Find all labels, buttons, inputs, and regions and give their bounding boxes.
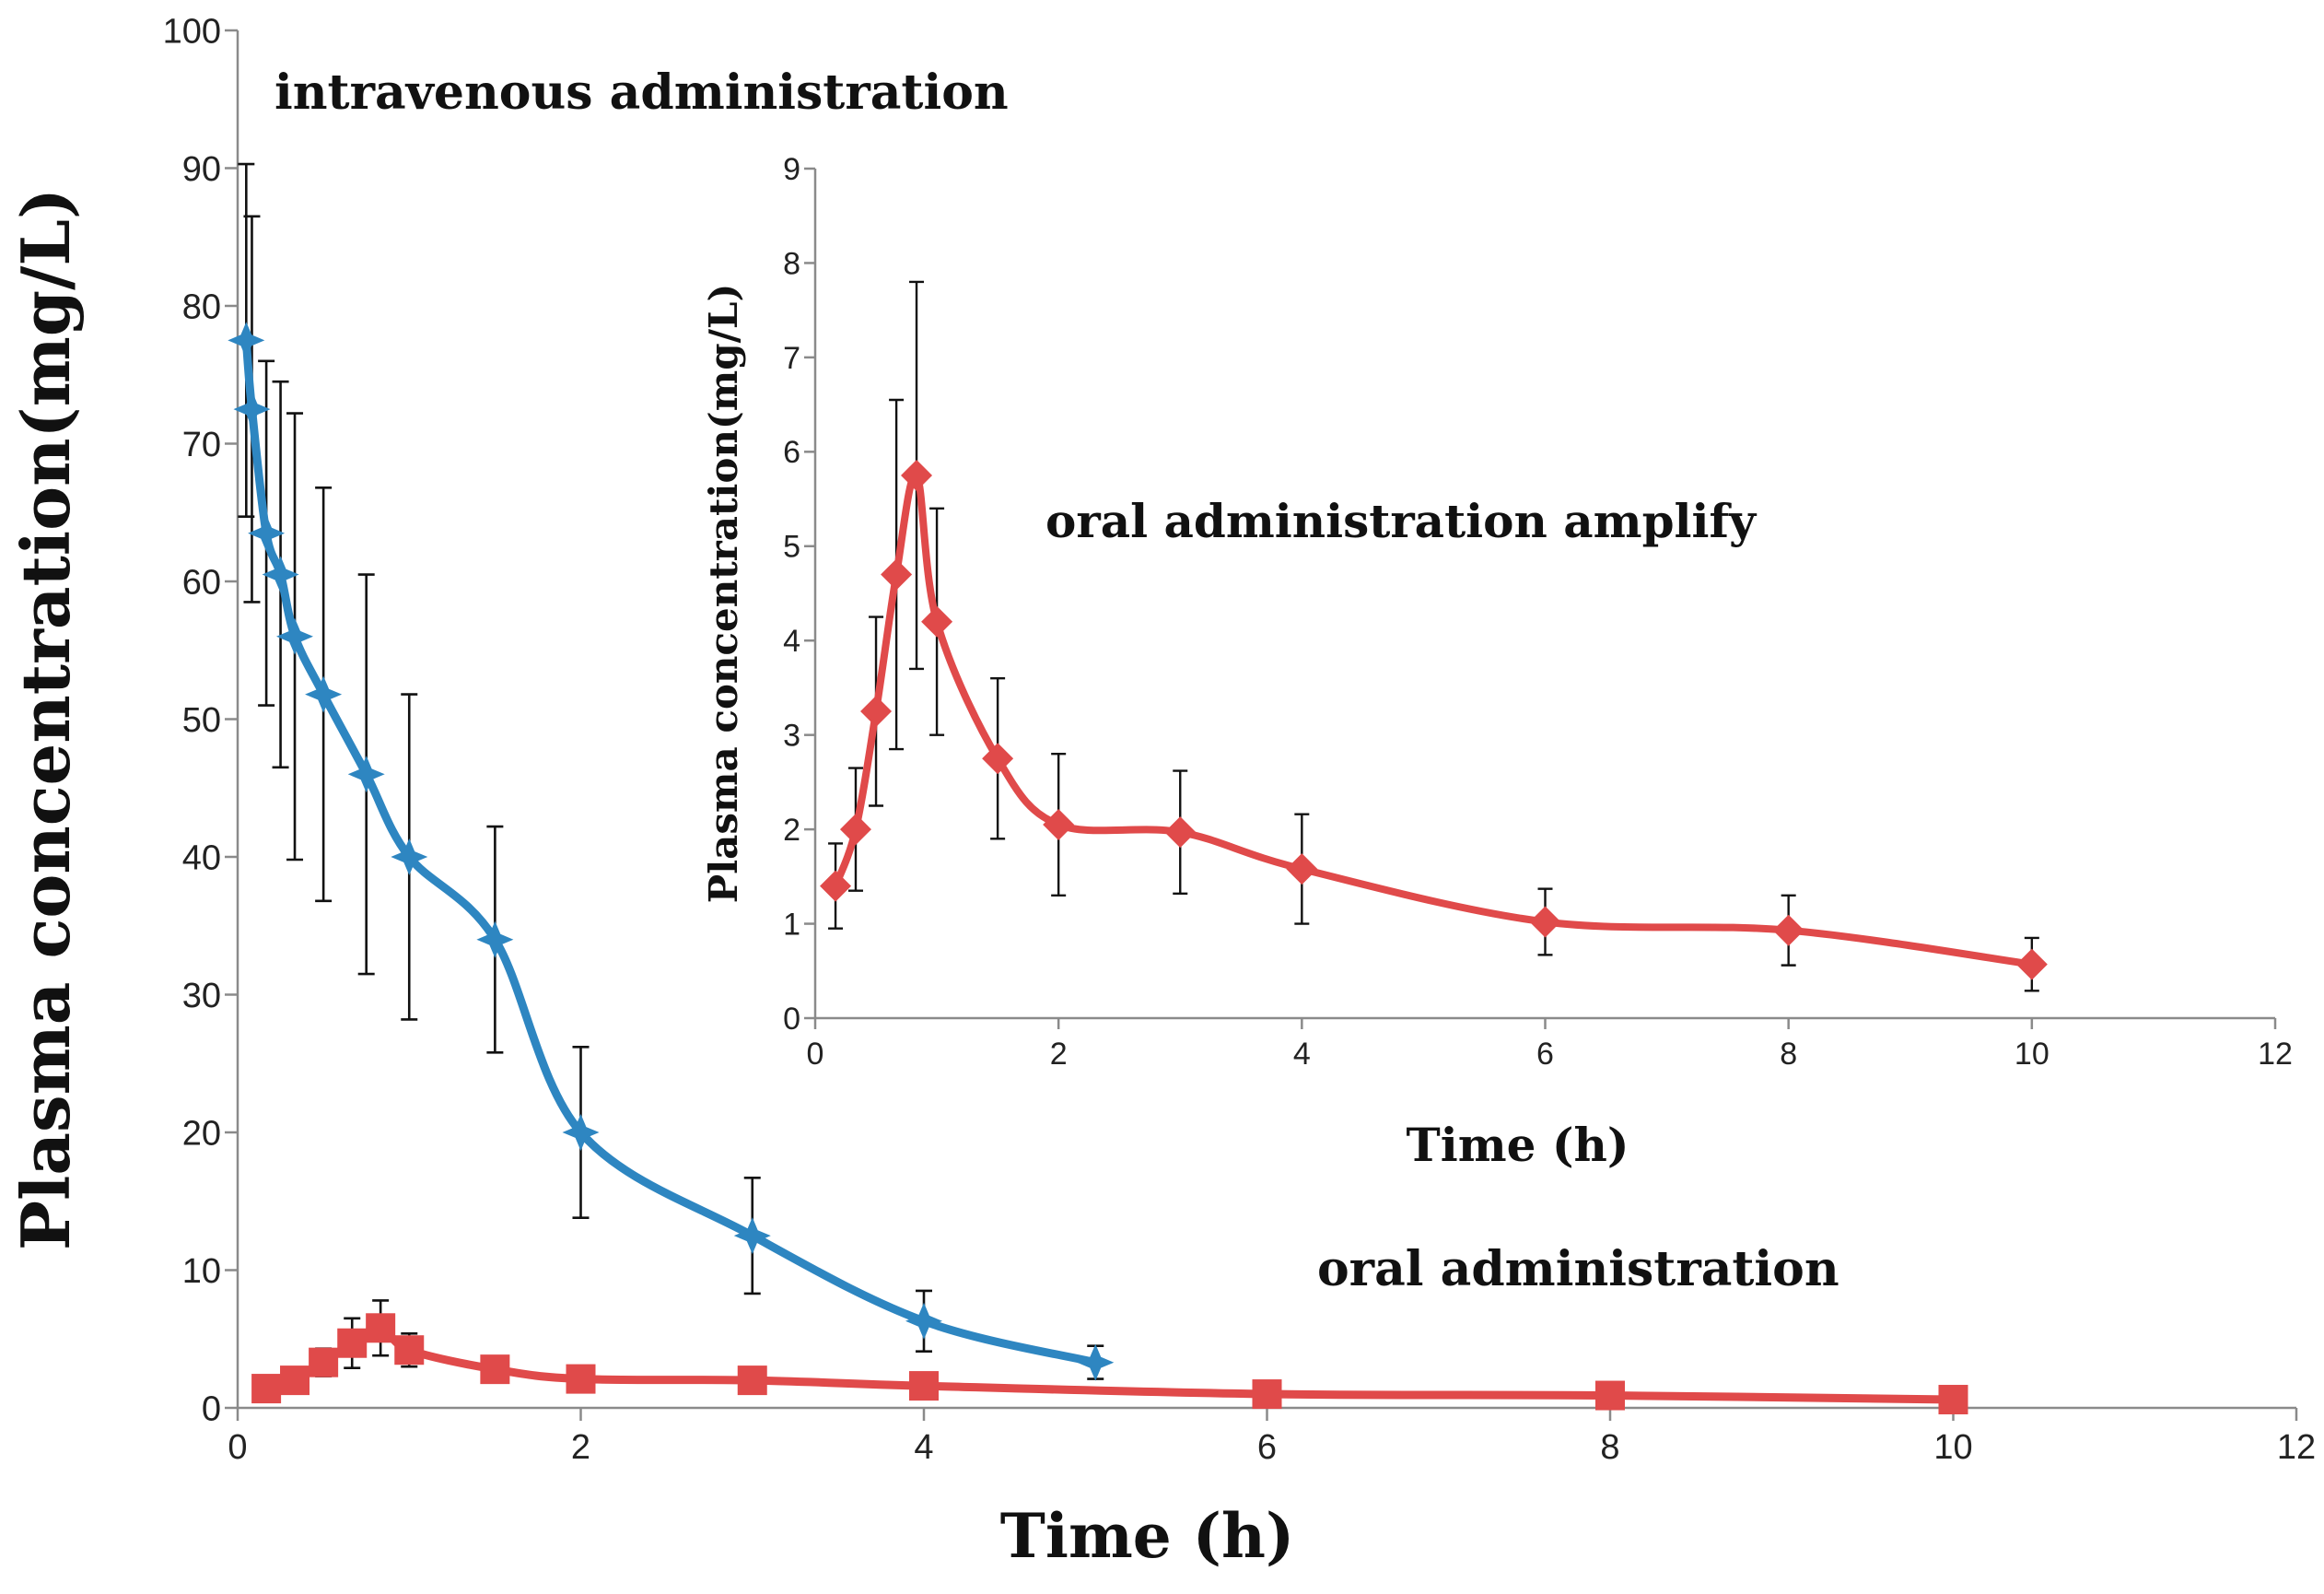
main-data-point xyxy=(337,1328,368,1358)
main-data-point xyxy=(562,1114,600,1151)
main-data-point xyxy=(309,1347,339,1377)
inset-y-tick-label: 2 xyxy=(783,813,800,848)
main-y-tick-label: 60 xyxy=(182,563,221,602)
main-data-point xyxy=(909,1371,939,1401)
main-data-point xyxy=(262,556,299,593)
inset-data-point xyxy=(1286,853,1318,885)
inset-data-point xyxy=(2015,948,2048,980)
main-y-tick-label: 80 xyxy=(182,287,221,326)
main-data-point xyxy=(276,617,313,655)
inset-data-point xyxy=(1772,914,1804,946)
main-data-point xyxy=(228,322,265,359)
main-y-tick-label: 100 xyxy=(163,12,221,51)
inset-data-point xyxy=(982,743,1014,775)
main-y-tick-label: 70 xyxy=(182,426,221,464)
annotation-intravenous: intravenous administration xyxy=(274,64,1009,121)
main-data-point xyxy=(391,838,428,875)
main-data-point xyxy=(305,675,343,713)
inset-x-axis-label: Time (h) xyxy=(1407,1118,1629,1172)
inset-x-tick-label: 8 xyxy=(1780,1037,1797,1072)
inset-y-tick-label: 0 xyxy=(783,1002,800,1037)
main-series-line xyxy=(241,335,1100,1367)
inset-x-tick-label: 2 xyxy=(1050,1037,1068,1072)
inset-data-point xyxy=(901,459,933,491)
inset-data-point xyxy=(921,605,953,638)
main-data-point xyxy=(366,1313,396,1343)
main-data-point xyxy=(737,1365,767,1396)
main-data-point xyxy=(1595,1380,1625,1411)
main-x-tick-label: 0 xyxy=(228,1428,247,1467)
inset-y-tick-label: 7 xyxy=(783,341,800,376)
inset-y-tick-label: 3 xyxy=(783,719,800,754)
main-x-axis-label: Time (h) xyxy=(1000,1500,1294,1572)
inset-y-tick-label: 9 xyxy=(783,152,800,187)
main-data-point xyxy=(566,1364,596,1394)
main-x-tick-label: 4 xyxy=(914,1428,933,1467)
main-x-tick-label: 8 xyxy=(1600,1428,1619,1467)
inset-y-tick-label: 1 xyxy=(783,907,800,942)
main-data-point xyxy=(280,1365,310,1396)
inset-y-axis-label: Plasma concentration(mg/L) xyxy=(701,284,746,904)
main-x-tick-label: 10 xyxy=(1933,1428,1972,1467)
main-y-tick-label: 0 xyxy=(202,1389,221,1428)
inset-y-tick-label: 6 xyxy=(783,435,800,470)
main-data-point xyxy=(233,391,271,428)
inset-x-tick-label: 4 xyxy=(1293,1037,1311,1072)
main-data-point xyxy=(480,1354,510,1385)
main-data-point xyxy=(394,1335,425,1365)
inset-x-tick-label: 0 xyxy=(807,1037,824,1072)
main-y-tick-label: 40 xyxy=(182,838,221,877)
main-data-point xyxy=(1938,1385,1968,1415)
inset-y-tick-label: 8 xyxy=(783,246,800,281)
main-y-axis-label: Plasma concentration(mg/L) xyxy=(6,188,85,1250)
inset-data-point xyxy=(820,870,852,902)
main-data-point xyxy=(733,1217,771,1255)
main-data-point xyxy=(1252,1379,1282,1410)
inset-data-point xyxy=(1043,808,1075,840)
main-series-1 xyxy=(228,162,1115,1381)
main-y-tick-label: 20 xyxy=(182,1114,221,1153)
main-x-tick-label: 2 xyxy=(571,1428,590,1467)
inset-y-tick-label: 5 xyxy=(783,530,800,565)
main-data-point xyxy=(476,920,514,958)
inset-data-point xyxy=(881,558,913,591)
main-data-point xyxy=(251,1374,282,1404)
inset-series-1 xyxy=(820,280,2048,992)
inset-x-tick-label: 12 xyxy=(2258,1037,2293,1072)
main-data-point xyxy=(347,756,385,793)
main-x-tick-label: 6 xyxy=(1257,1428,1277,1467)
main-data-point xyxy=(248,514,286,552)
main-data-point xyxy=(1077,1343,1115,1381)
main-series-2 xyxy=(251,1299,1968,1415)
inset-data-point xyxy=(1164,816,1197,849)
main-data-point xyxy=(905,1302,942,1340)
main-y-tick-label: 30 xyxy=(182,977,221,1015)
inset-x-tick-label: 10 xyxy=(2015,1037,2050,1072)
inset-data-point xyxy=(860,696,893,728)
main-y-tick-label: 90 xyxy=(182,150,221,189)
main-x-tick-label: 12 xyxy=(2277,1428,2316,1467)
inset-data-point xyxy=(839,814,871,846)
main-y-tick-label: 10 xyxy=(182,1252,221,1291)
inset-title: oral administration amplify xyxy=(1045,494,1758,548)
inset-data-point xyxy=(1529,906,1561,938)
inset-x-tick-label: 6 xyxy=(1536,1037,1554,1072)
annotation-oral: oral administration xyxy=(1317,1241,1839,1297)
inset-series-line xyxy=(832,471,2036,968)
main-y-tick-label: 50 xyxy=(182,701,221,740)
inset-y-tick-label: 4 xyxy=(783,624,800,659)
